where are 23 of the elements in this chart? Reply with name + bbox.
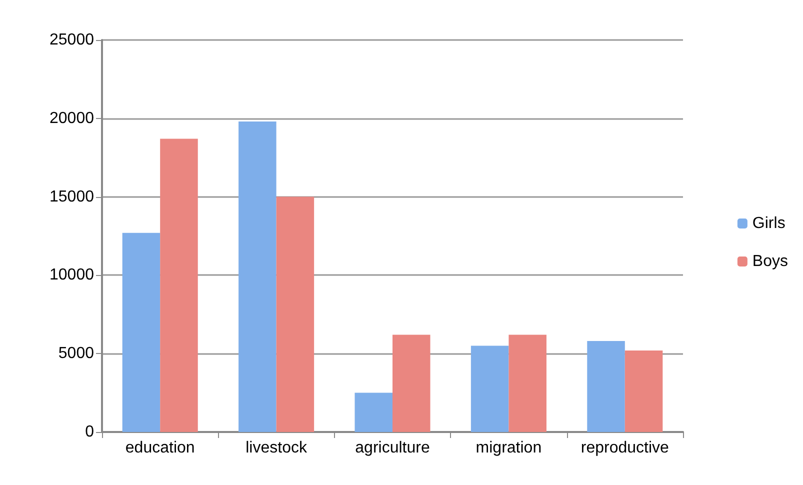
y-tick-label: 25000 <box>50 32 94 48</box>
bar <box>470 346 509 432</box>
y-tick-label: 15000 <box>50 188 94 206</box>
bar <box>392 334 430 432</box>
x-tick-label: education <box>125 440 195 456</box>
bar <box>587 341 625 432</box>
y-tick-label: 10000 <box>50 266 94 284</box>
y-tick-label: 20000 <box>50 110 94 127</box>
bar <box>624 350 663 432</box>
x-tick-label: migration <box>476 440 542 456</box>
bar <box>276 196 314 432</box>
y-tick-label: 0 <box>85 424 94 440</box>
y-tick-label: 5000 <box>58 345 94 362</box>
legend-label: Girls <box>752 215 786 232</box>
x-tick-label: reproductive <box>580 440 670 456</box>
bar <box>238 122 276 432</box>
bar <box>354 392 392 432</box>
bar <box>508 334 546 432</box>
x-tick-label: agriculture <box>355 440 430 456</box>
x-tick-label: livestock <box>246 440 308 456</box>
bar <box>122 232 160 432</box>
legend-label: Boys <box>752 253 788 270</box>
bar <box>160 138 198 432</box>
